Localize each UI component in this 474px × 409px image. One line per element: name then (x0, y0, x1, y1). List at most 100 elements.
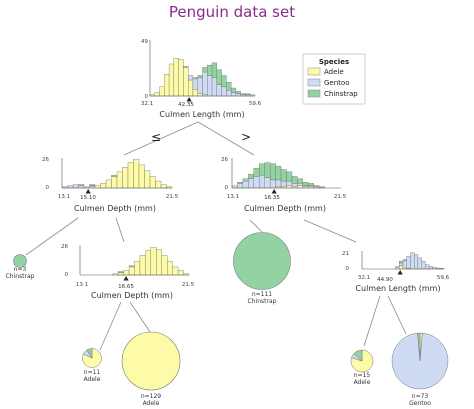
hist-bar-left-adele-9 (111, 176, 118, 189)
hist-bar-root-gentoo-15 (221, 86, 227, 97)
hist-bar-root-chinstrap-17 (230, 87, 237, 93)
hist-bar-left-adele-12 (127, 162, 134, 189)
hist-bar-root-adele-8 (188, 79, 194, 97)
hist-bar-right-chinstrap-2 (242, 178, 249, 182)
right-right-split-value: 44.90 (377, 277, 393, 283)
hist-bar-root-gentoo-12 (207, 75, 213, 97)
right-split-value: 16.35 (264, 195, 280, 201)
hist-bar-root-gentoo-11 (202, 71, 208, 96)
hist-bar-right-chinstrap-14 (308, 183, 314, 186)
hist-bar-right-chinstrap-5 (259, 163, 265, 176)
legend-label-gentoo: Gentoo (324, 79, 349, 87)
leaf-adele-small-label: Adele (84, 376, 101, 383)
right-ymin: 0 (225, 185, 229, 191)
hist-bar-root-adele-7 (183, 67, 189, 97)
leaf-chinstrap-big-slice-chinstrap (233, 232, 291, 290)
hist-bar-left-adele-14 (138, 164, 145, 189)
hist-bar-left_right-adele-11 (139, 255, 146, 276)
leaf-adele-mix-n: n=15 (354, 372, 371, 379)
leaf-adele-big-label: Adele (143, 400, 160, 407)
hist-bar-right-chinstrap-9 (280, 169, 287, 182)
split-marker-left_right (123, 276, 129, 281)
hist-bar-root-adele-1 (154, 92, 160, 97)
edge-root-right (197, 121, 255, 156)
hist-bar-left-adele-13 (133, 158, 140, 189)
root-xmin: 32.1 (141, 101, 153, 107)
tree-edges (25, 121, 407, 351)
edge-label-le: ≤ (151, 130, 161, 144)
left-split-value: 15.10 (80, 195, 96, 201)
histogram-root (149, 40, 256, 102)
hist-bar-root-adele-2 (159, 86, 165, 97)
hist-bar-root-adele-4 (168, 63, 175, 97)
left-right-xmax: 21.5 (182, 282, 195, 288)
legend: Species Adele Gentoo Chinstrap (302, 53, 366, 105)
hist-bar-left-adele-17 (155, 180, 162, 189)
left-xmin: 13.1 (58, 194, 70, 200)
hist-bar-right_right-gentoo-18 (428, 266, 433, 270)
right-ymax: 26 (221, 157, 228, 163)
legend-swatch-adele (307, 67, 321, 76)
hist-bar-left_right-adele-10 (134, 260, 141, 276)
hist-bar-left-chinstrap-3 (78, 184, 85, 186)
hist-bar-root-chinstrap-12 (207, 64, 213, 76)
hist-bar-root-gentoo-14 (216, 84, 222, 97)
hist-bar-right-gentoo-12 (297, 183, 304, 186)
hist-bar-root-chinstrap-14 (216, 69, 222, 85)
hist-bar-right-chinstrap-12 (297, 178, 304, 184)
hist-bar-root-adele-6 (178, 59, 184, 97)
root-feature-label: Culmen Length (mm) (159, 110, 244, 119)
node-right: 26 0 13.1 16.35 21.5 Culmen Depth (mm) (221, 157, 347, 213)
right-right-xmax: 59.6 (437, 275, 450, 281)
right-xmax: 21.5 (334, 194, 347, 200)
hist-bar-root-chinstrap-20 (245, 93, 251, 96)
hist-bar-right-chinstrap-15 (313, 185, 320, 188)
split-marker-right (271, 189, 277, 194)
leaf-chinstrap-small-label: Chinstrap (6, 273, 35, 280)
hist-bar-right_right-gentoo-15 (417, 257, 422, 270)
root-xmax: 59.6 (249, 101, 262, 107)
hist-bar-root-chinstrap-10 (197, 75, 203, 78)
hist-bar-right_right-adele-10 (399, 265, 404, 270)
root-split-value: 42.35 (178, 102, 194, 108)
hist-bar-right_right-gentoo-10 (399, 262, 404, 266)
leaf-gentoo-n: n=73 (412, 393, 429, 400)
node-left-right: 26 0 13.1 16.65 21.5 Culmen Depth (mm) (61, 244, 195, 300)
edge-right-leaf (249, 219, 263, 233)
leaf-chinstrap-small-n: n=3 (14, 266, 27, 273)
hist-bar-root-chinstrap-11 (202, 67, 208, 73)
hist-bar-root-gentoo-8 (188, 75, 194, 81)
edge-left-leaf (25, 217, 79, 256)
hist-bar-root-gentoo-18 (235, 93, 241, 97)
leaf-adele-mix-slice-chinstrap (353, 349, 363, 362)
edge-rr-big (387, 295, 407, 335)
hist-bar-root-chinstrap-16 (226, 82, 232, 91)
hist-bar-left-adele-18 (160, 184, 167, 189)
right-right-ymin: 0 (346, 266, 350, 272)
hist-bar-right-gentoo-5 (259, 175, 265, 189)
hist-bar-root-gentoo-13 (211, 77, 217, 97)
hist-bar-right-gentoo-9 (280, 180, 287, 188)
hist-bar-root-chinstrap-13 (211, 62, 217, 78)
edge-left-right (115, 217, 125, 243)
hist-bar-root-gentoo-16 (226, 90, 232, 97)
diagram-title: Penguin data set (169, 3, 295, 21)
hist-bar-left_right-adele-12 (145, 250, 152, 276)
hist-bar-left_right-adele-17 (172, 266, 179, 276)
hist-bar-right-chinstrap-3 (248, 173, 254, 179)
right-right-feature-label: Culmen Length (mm) (355, 284, 440, 293)
left-feature-label: Culmen Depth (mm) (74, 204, 156, 213)
hist-bar-left_right-adele-14 (156, 249, 162, 276)
right-right-ymax: 21 (342, 251, 349, 257)
edge-lr-small (99, 301, 122, 351)
hist-bar-left_right-chinstrap-7 (117, 271, 124, 273)
left-right-feature-label: Culmen Depth (mm) (91, 291, 173, 300)
hist-bar-root-gentoo-7 (183, 66, 189, 68)
hist-bar-left_right-chinstrap-9 (128, 265, 135, 268)
hist-bar-right-gentoo-1 (237, 183, 244, 189)
hist-bar-right-adele-12 (297, 185, 304, 189)
hist-bar-right-gentoo-2 (242, 180, 249, 189)
hist-bar-root-chinstrap-9 (192, 77, 198, 80)
hist-bar-left_right-adele-15 (161, 255, 168, 276)
